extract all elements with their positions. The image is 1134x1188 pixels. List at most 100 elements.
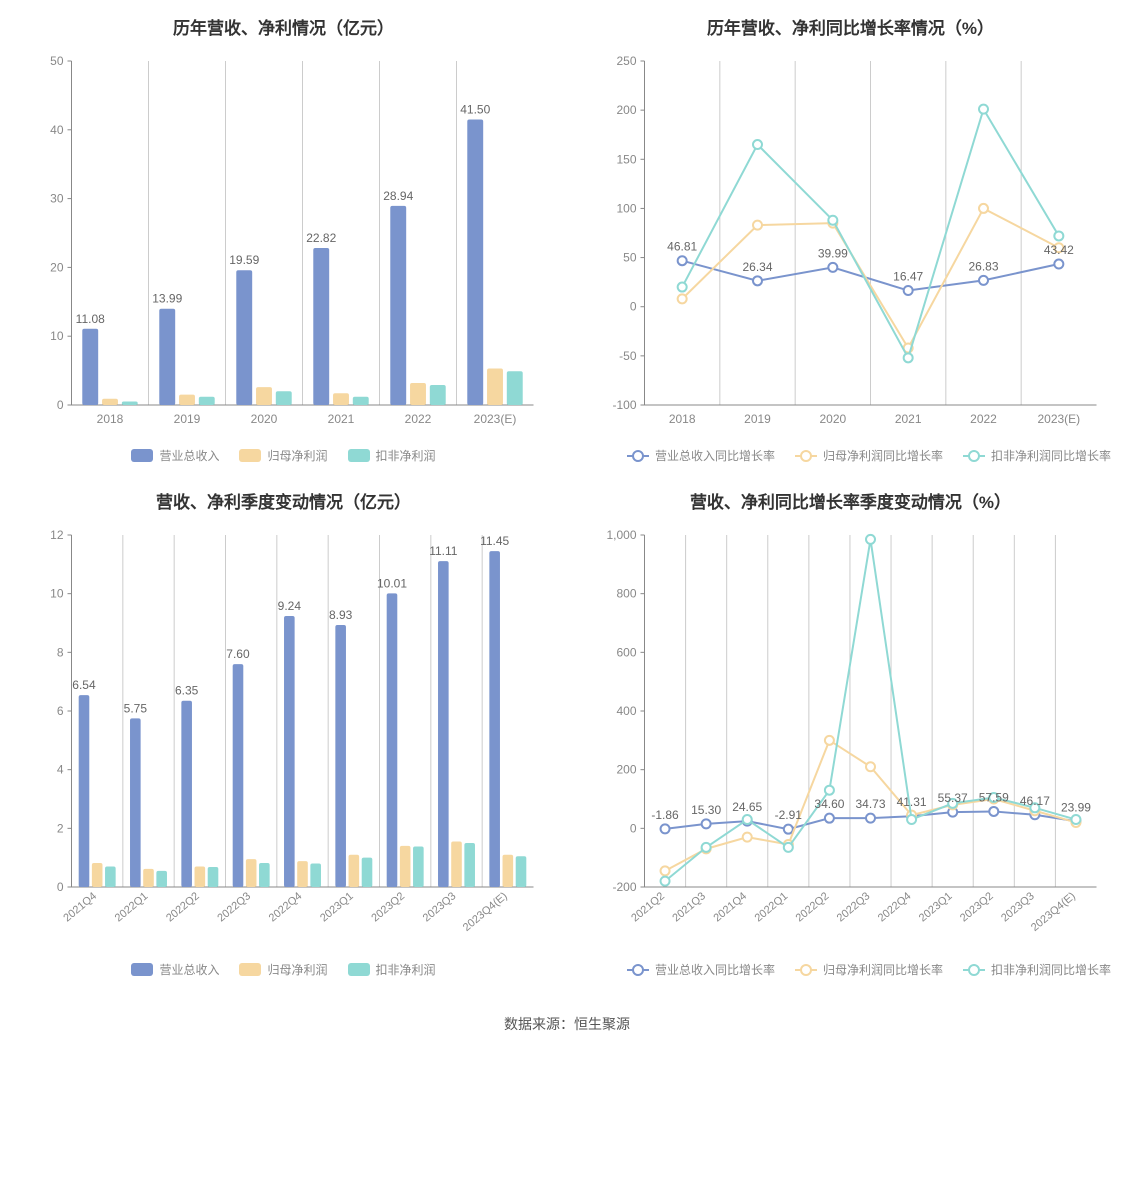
- svg-text:2022Q4: 2022Q4: [876, 890, 914, 924]
- svg-text:2022: 2022: [405, 412, 432, 426]
- svg-text:46.17: 46.17: [1020, 794, 1050, 808]
- svg-text:28.94: 28.94: [383, 189, 413, 203]
- svg-text:2022Q2: 2022Q2: [794, 890, 832, 924]
- chart3-title: 营收、净利季度变动情况（亿元）: [20, 488, 547, 513]
- svg-text:2023Q3: 2023Q3: [999, 890, 1037, 924]
- svg-text:2019: 2019: [744, 412, 771, 426]
- svg-text:6.35: 6.35: [175, 684, 199, 698]
- svg-text:2023Q3: 2023Q3: [421, 890, 459, 924]
- svg-text:2022: 2022: [970, 412, 997, 426]
- svg-text:2023Q1: 2023Q1: [917, 890, 955, 924]
- legend-item: 营业总收入: [131, 447, 219, 464]
- svg-text:2021Q4: 2021Q4: [61, 890, 99, 924]
- svg-text:2023(E): 2023(E): [474, 412, 517, 426]
- svg-text:46.81: 46.81: [667, 240, 697, 254]
- svg-text:6.54: 6.54: [72, 678, 96, 692]
- chart2-title: 历年营收、净利同比增长率情况（%）: [587, 14, 1114, 39]
- svg-text:250: 250: [616, 54, 636, 68]
- svg-text:6: 6: [57, 704, 64, 718]
- svg-text:-2.91: -2.91: [775, 808, 803, 822]
- chart3-legend: 营业总收入 归母净利润 扣非净利润: [20, 961, 547, 978]
- svg-text:15.30: 15.30: [691, 803, 721, 817]
- svg-text:16.47: 16.47: [893, 270, 923, 284]
- legend-item: 营业总收入同比增长率: [627, 961, 775, 978]
- legend-item: 营业总收入: [131, 961, 219, 978]
- svg-text:200: 200: [616, 763, 636, 777]
- legend-item: 归母净利润: [239, 447, 327, 464]
- legend-label: 归母净利润同比增长率: [823, 961, 943, 978]
- svg-text:2021Q2: 2021Q2: [629, 890, 667, 924]
- svg-text:-50: -50: [619, 349, 637, 363]
- svg-text:2022Q3: 2022Q3: [215, 890, 253, 924]
- svg-text:150: 150: [616, 152, 636, 166]
- svg-text:11.45: 11.45: [480, 534, 509, 548]
- svg-text:10.01: 10.01: [377, 576, 407, 590]
- svg-text:2023Q4(E): 2023Q4(E): [461, 890, 510, 934]
- svg-text:2019: 2019: [174, 412, 201, 426]
- legend-item: 扣非净利润: [348, 961, 436, 978]
- svg-text:41.31: 41.31: [897, 795, 927, 809]
- svg-text:43.42: 43.42: [1044, 243, 1074, 257]
- legend-label: 营业总收入同比增长率: [655, 961, 775, 978]
- charts-grid: 历年营收、净利情况（亿元） 0102030405011.0813.9919.59…: [0, 0, 1134, 988]
- svg-text:11.08: 11.08: [76, 312, 105, 326]
- svg-text:800: 800: [616, 587, 636, 601]
- svg-text:600: 600: [616, 645, 636, 659]
- svg-text:2023(E): 2023(E): [1037, 412, 1080, 426]
- panel-quarter-growth: 营收、净利同比增长率季度变动情况（%） -20002004006008001,0…: [567, 474, 1134, 988]
- svg-text:50: 50: [623, 251, 637, 265]
- data-source-footer: 数据来源：恒生聚源: [0, 988, 1134, 1074]
- legend-item: 归母净利润: [239, 961, 327, 978]
- svg-text:-200: -200: [612, 880, 636, 894]
- svg-text:34.73: 34.73: [855, 797, 885, 811]
- legend-label: 扣非净利润: [376, 447, 436, 464]
- svg-text:40: 40: [50, 123, 64, 137]
- svg-text:2: 2: [57, 821, 64, 835]
- svg-text:19.59: 19.59: [229, 253, 259, 267]
- chart2-legend: 营业总收入同比增长率归母净利润同比增长率扣非净利润同比增长率: [587, 447, 1114, 464]
- svg-text:0: 0: [57, 880, 64, 894]
- legend-item: 扣非净利润同比增长率: [963, 447, 1111, 464]
- chart4-plot: -20002004006008001,000-1.8615.3024.65-2.…: [587, 527, 1114, 947]
- svg-text:57.59: 57.59: [979, 790, 1009, 804]
- panel-annual-growth: 历年营收、净利同比增长率情况（%） -100 -50 0 50 100 150 200 250…: [567, 0, 1134, 474]
- svg-text:22.82: 22.82: [306, 231, 336, 245]
- svg-text:2022Q1: 2022Q1: [753, 890, 791, 924]
- svg-text:10: 10: [50, 329, 64, 343]
- svg-text:2018: 2018: [669, 412, 696, 426]
- svg-text:0: 0: [57, 398, 64, 412]
- chart4-legend: 营业总收入同比增长率 归母净利润同比增长率 扣非净利润同比增长率: [587, 961, 1114, 978]
- svg-text:2022Q3: 2022Q3: [835, 890, 873, 924]
- svg-text:24.65: 24.65: [732, 800, 762, 814]
- svg-text:-100: -100: [612, 398, 636, 412]
- svg-text:5.75: 5.75: [124, 701, 148, 715]
- svg-text:100: 100: [616, 201, 636, 215]
- svg-text:2021: 2021: [895, 412, 922, 426]
- svg-text:13.99: 13.99: [152, 292, 182, 306]
- legend-label: 扣非净利润: [376, 961, 436, 978]
- svg-text:26.83: 26.83: [968, 259, 998, 273]
- svg-text:23.99: 23.99: [1061, 800, 1091, 814]
- legend-label: 归母净利润同比增长率: [823, 447, 943, 464]
- svg-text:10: 10: [50, 587, 64, 601]
- legend-label: 扣非净利润同比增长率: [991, 961, 1111, 978]
- svg-text:2021Q4: 2021Q4: [711, 890, 749, 924]
- panel-annual-absolute: 历年营收、净利情况（亿元） 0102030405011.0813.9919.59…: [0, 0, 567, 474]
- chart1-plot: 0102030405011.0813.9919.5922.8228.9441.5…: [20, 53, 547, 433]
- svg-text:12: 12: [50, 528, 64, 542]
- svg-text:0: 0: [630, 300, 637, 314]
- svg-text:200: 200: [616, 103, 636, 117]
- legend-item: 归母净利润同比增长率: [795, 961, 943, 978]
- svg-text:2021Q3: 2021Q3: [670, 890, 708, 924]
- svg-text:9.24: 9.24: [278, 599, 302, 613]
- legend-item: 扣非净利润: [348, 447, 436, 464]
- svg-text:55.37: 55.37: [938, 791, 968, 805]
- svg-text:400: 400: [616, 704, 636, 718]
- chart4-title: 营收、净利同比增长率季度变动情况（%）: [587, 488, 1114, 513]
- svg-text:8: 8: [57, 645, 64, 659]
- legend-item: 扣非净利润同比增长率: [963, 961, 1111, 978]
- svg-text:11.11: 11.11: [429, 544, 458, 558]
- svg-text:30: 30: [50, 192, 64, 206]
- svg-text:2022Q4: 2022Q4: [267, 890, 305, 924]
- legend-item: 归母净利润同比增长率: [795, 447, 943, 464]
